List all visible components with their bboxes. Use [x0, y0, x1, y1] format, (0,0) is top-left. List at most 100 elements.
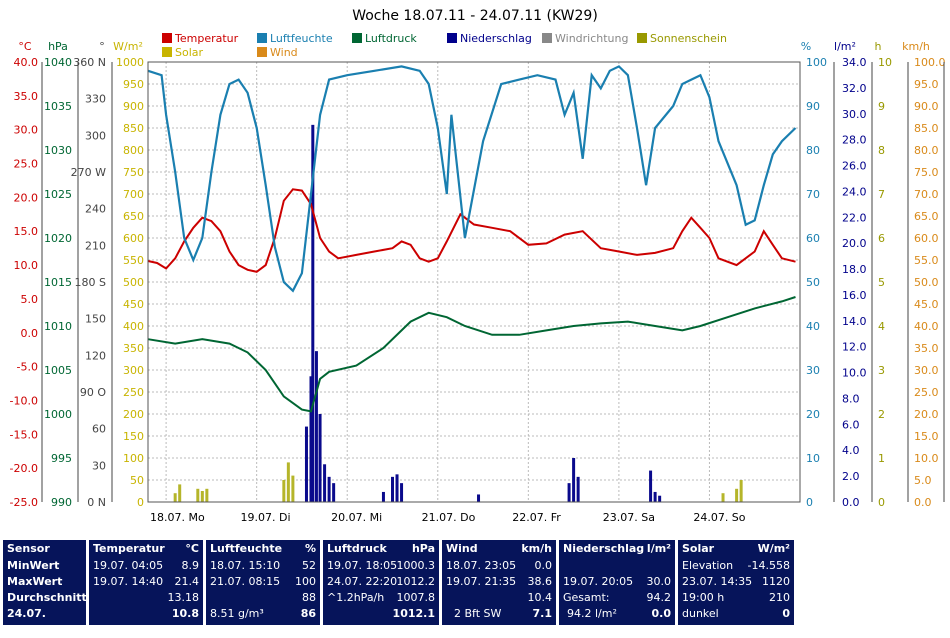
sunshine-bar — [173, 493, 177, 502]
precipitation-bar — [658, 495, 662, 502]
sunshine-bar — [735, 488, 739, 502]
wind-min-value: 0.0 — [534, 559, 553, 572]
y-tick-label: 10.0 — [14, 259, 39, 272]
precipitation-bar — [314, 351, 318, 502]
hum-unit: % — [304, 542, 316, 555]
axis-unit-label: l/m² — [834, 40, 856, 53]
y-tick-label: 995 — [51, 452, 72, 465]
solar-elevation-label: Elevation — [682, 559, 734, 572]
y-tick-label: 0 — [806, 496, 813, 509]
x-tick-label: 23.07. Sa — [603, 511, 655, 524]
legend-label-4: Windrichtung — [555, 32, 628, 45]
rain-total-label: Gesamt: — [563, 591, 610, 604]
hum-header: Luftfeuchte — [210, 542, 283, 555]
precipitation-bar — [572, 458, 576, 502]
legend-swatch-2 — [352, 33, 362, 43]
temp-avg-value: 13.18 — [167, 591, 200, 604]
y-tick-label: 650 — [123, 210, 144, 223]
legend-swatch-7 — [257, 47, 267, 57]
wind-box: Wind km/h 18.07. 23:05 0.0 19.07. 21:35 38.… — [442, 540, 556, 625]
pressure-box: Luftdruck hPa 19.07. 18:05 1000.3 24.07. 2… — [323, 540, 439, 625]
y-tick-label: 0 N — [87, 496, 106, 509]
y-tick-label: 40.0 — [914, 320, 939, 333]
temperatur-line — [147, 188, 796, 273]
y-tick-label: 9 — [878, 100, 885, 113]
axis-unit-label: % — [801, 40, 811, 53]
temp-unit: °C — [185, 542, 199, 555]
legend-label-3: Niederschlag — [460, 32, 532, 45]
y-tick-label: 200 — [123, 408, 144, 421]
y-tick-label: 1000 — [44, 408, 72, 421]
y-tick-label: 70.0 — [914, 188, 939, 201]
press-max-value: 1012.2 — [396, 575, 436, 588]
axis-unit-labels: °C hPa ° W/m²% l/m² h km/h — [18, 40, 930, 53]
wind-header: Wind — [446, 542, 478, 555]
y-tick-label: 210 — [85, 239, 106, 252]
y-tick-label: 2 — [878, 408, 885, 421]
y-tick-label: 32.0 — [842, 82, 867, 95]
y-tick-label: 250 — [123, 386, 144, 399]
legend-swatch-3 — [447, 33, 457, 43]
y-tick-label: 40 — [806, 320, 820, 333]
rain-max-value: 30.0 — [646, 575, 672, 588]
y-tick-label: 0.0 — [21, 327, 39, 340]
precipitation-bar — [400, 483, 404, 502]
y-tick-label: 330 — [85, 93, 106, 106]
now-label: 24.07. 23:00 — [7, 607, 46, 636]
y-tick-label: 20.0 — [914, 408, 939, 421]
sunshine-bar — [291, 475, 295, 502]
legend-label-5: Sonnenschein — [650, 32, 727, 45]
wind-avg-value: 10.4 — [527, 591, 553, 604]
y-tick-label: 10.0 — [842, 367, 867, 380]
precipitation-bar — [323, 464, 327, 502]
y-tick-label: 60.0 — [914, 232, 939, 245]
precipitation-bar — [381, 491, 385, 502]
legend-swatch-5 — [637, 33, 647, 43]
y-tick-label: 80.0 — [914, 144, 939, 157]
press-trend: ^1.2hPa/h — [327, 591, 385, 604]
press-min-value: 1000.3 — [396, 559, 436, 572]
rain-total-sum: 94.2 l/m² — [567, 607, 617, 620]
rain-max-time: 19.07. 20:05 — [563, 575, 634, 588]
y-tick-label: -10.0 — [10, 394, 38, 407]
y-tick-label: 70 — [806, 188, 820, 201]
y-tick-label: 1 — [878, 452, 885, 465]
chart-title: Woche 18.07.11 - 24.07.11 (KW29) — [352, 8, 598, 24]
y-tick-label: 10.0 — [914, 452, 939, 465]
sunshine-bar — [282, 480, 286, 502]
y-tick-label: 4 — [878, 320, 885, 333]
wind-beaufort: 2 Bft SW — [454, 607, 502, 620]
humidity-box: Luftfeuchte% 18.07. 15:10 52 21.07. 08:15… — [206, 540, 320, 625]
y-tick-label: -20.0 — [10, 462, 38, 475]
precipitation-bar — [391, 476, 394, 502]
x-tick-label: 24.07. So — [693, 511, 745, 524]
sensor-box: Sensor MinWert MaxWert Durchschnitt 24.0… — [3, 540, 87, 636]
precipitation-bar — [318, 414, 322, 502]
legend-label-0: Temperatur — [174, 32, 239, 45]
legend-label-7: Wind — [270, 46, 298, 59]
y-tick-label: 700 — [123, 188, 144, 201]
y-tick-label: 1010 — [44, 320, 72, 333]
press-current-value: 1012.1 — [392, 607, 435, 620]
y-tick-label: 80 — [806, 144, 820, 157]
y-tick-label: -15.0 — [10, 428, 38, 441]
y-tick-label: 55.0 — [914, 254, 939, 267]
press-unit: hPa — [411, 542, 435, 555]
sunshine-bar — [286, 462, 290, 502]
y-tick-label: 10 — [806, 452, 820, 465]
y-tick-label: 34.0 — [842, 56, 867, 69]
y-tick-label: 7 — [878, 188, 885, 201]
sunshine-bar — [739, 480, 743, 502]
solar-avg-value: 210 — [769, 591, 790, 604]
wind-max-time: 19.07. 21:35 — [446, 575, 517, 588]
y-tick-label: 300 — [85, 129, 106, 142]
y-tick-label: -25.0 — [10, 496, 38, 509]
y-tick-label: 8.0 — [842, 392, 860, 405]
solar-unit: W/m² — [757, 542, 790, 555]
precipitation-bar — [477, 494, 481, 502]
sunshine-bar — [178, 484, 182, 502]
y-tick-label: 26.0 — [842, 160, 867, 173]
y-tick-label: 1020 — [44, 232, 72, 245]
y-tick-label: 300 — [123, 364, 144, 377]
y-tick-label: 6.0 — [842, 418, 860, 431]
